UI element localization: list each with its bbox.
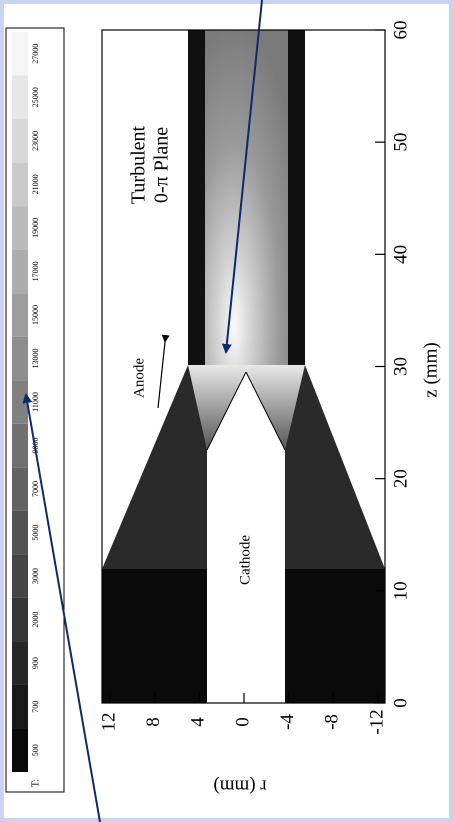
y-tick-label: 0: [232, 717, 253, 727]
colorbar-label: 7000: [31, 481, 40, 497]
title: Turbulent: [128, 125, 150, 204]
colorbar-cell: [12, 554, 28, 598]
x-tick-label: 0: [390, 698, 411, 708]
colorbar-cell: [12, 510, 28, 555]
colorbar: 5007009002000300050007000900011000130001…: [12, 32, 41, 787]
x-tick-label: 30: [390, 357, 411, 376]
x-tick-label: 60: [390, 21, 411, 40]
colorbar-label: 25000: [31, 87, 40, 107]
colorbar-cell: [12, 32, 28, 76]
colorbar-label: 15000: [31, 305, 40, 325]
colorbar-label: 700: [31, 701, 40, 713]
colorbar-label: 5000: [31, 525, 40, 541]
colorbar-label: 21000: [31, 174, 40, 194]
colorbar-label: 13000: [31, 348, 40, 368]
pointer-arrow: [22, 393, 101, 822]
colorbar-cell: [12, 119, 28, 163]
colorbar-cell: [12, 293, 28, 337]
annotation: Cathode: [237, 535, 253, 585]
colorbar-cell: [12, 206, 28, 250]
colorbar-cell: [12, 684, 28, 729]
colorbar-title: T:: [30, 779, 41, 787]
colorbar-label: 3000: [31, 568, 40, 584]
annotation: Anode: [131, 358, 147, 398]
y-tick-label: -8: [322, 714, 343, 730]
colorbar-cell: [12, 597, 28, 642]
x-tick-label: 40: [390, 245, 411, 264]
x-tick-label: 20: [390, 469, 411, 488]
y-tick-label: 4: [188, 717, 209, 727]
y-tick-label: 8: [143, 717, 164, 727]
colorbar-label: 11000: [31, 392, 40, 412]
colorbar-label: 900: [31, 657, 40, 669]
colorbar-cell: [12, 641, 28, 685]
colorbar-label: 19000: [31, 218, 40, 238]
colorbar-cell: [12, 728, 28, 772]
colorbar-label: 23000: [31, 131, 40, 151]
colorbar-label: 500: [31, 744, 40, 756]
torch-geometry: [101, 29, 386, 704]
pointer-arrow: [221, 0, 263, 354]
y-tick-label: -4: [277, 714, 298, 730]
x-tick-label: 10: [390, 581, 411, 600]
colorbar-cell: [12, 467, 28, 511]
x-axis-label: z (mm): [420, 342, 441, 397]
colorbar-label: 17000: [31, 261, 40, 281]
colorbar-cell: [12, 336, 28, 381]
y-tick-label: 12: [98, 713, 119, 732]
y-axis-label: r (mm): [213, 776, 266, 797]
colorbar-label: 27000: [31, 44, 40, 64]
colorbar-cell: [12, 162, 28, 207]
x-tick-label: 50: [390, 133, 411, 152]
colorbar-cell: [12, 75, 28, 120]
colorbar-cell: [12, 380, 28, 424]
colorbar-label: 2000: [31, 612, 40, 628]
subtitle: 0-π Plane: [151, 127, 173, 203]
colorbar-cell: [12, 249, 28, 294]
colorbar-cell: [12, 423, 28, 468]
y-tick-label: -12: [366, 709, 387, 734]
colorbar-box: [5, 27, 65, 793]
